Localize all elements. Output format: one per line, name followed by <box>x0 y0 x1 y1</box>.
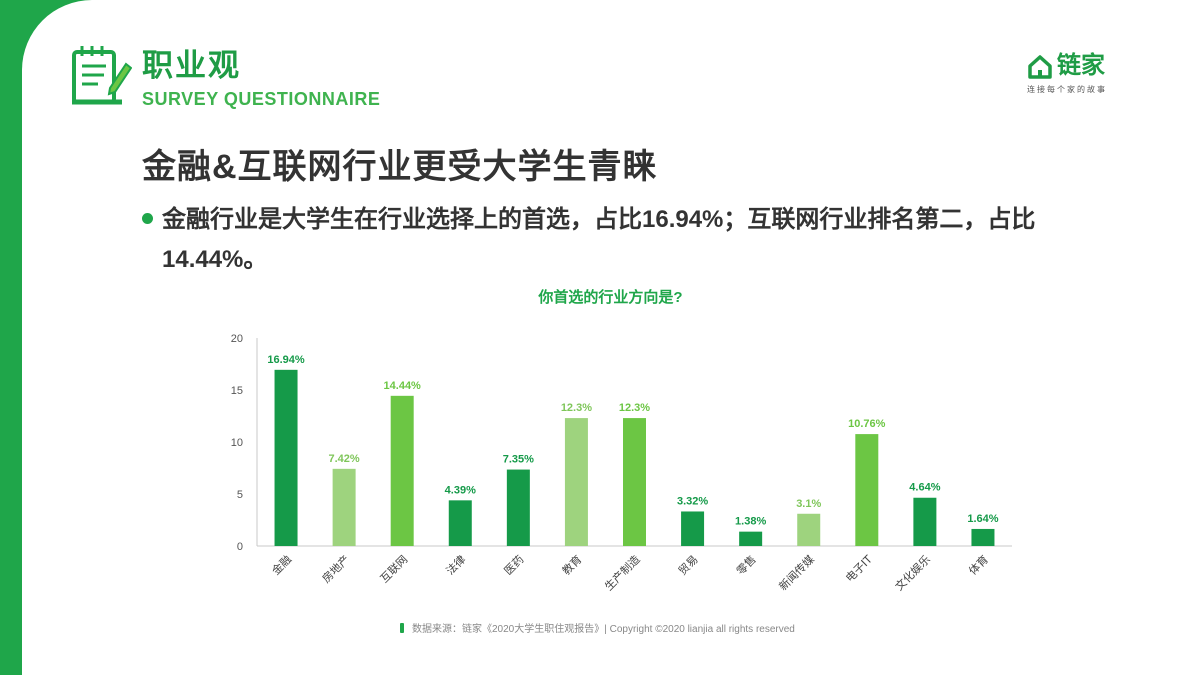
x-tick-label: 法律 <box>443 552 468 577</box>
y-tick-label: 5 <box>237 489 243 501</box>
x-tick-label: 零售 <box>733 552 758 577</box>
bar <box>797 513 821 546</box>
bar <box>913 497 937 546</box>
data-label: 1.38% <box>735 516 766 528</box>
bar <box>623 418 646 546</box>
x-tick-label: 房地产 <box>319 552 352 585</box>
bar <box>739 531 763 546</box>
x-tick-label: 金融 <box>269 552 294 577</box>
bar <box>681 511 705 546</box>
y-tick-label: 20 <box>231 333 243 345</box>
y-tick-label: 0 <box>237 541 243 553</box>
data-label: 4.64% <box>909 482 940 494</box>
page-title: 金融&互联网行业更受大学生青睐 <box>142 148 658 186</box>
x-tick-label: 文化娱乐 <box>892 552 933 593</box>
bar <box>390 395 414 546</box>
bar-chart: 0 5 10 15 20 16.94% 金融 7.42% 房地产 14.44% 互联网 4.39% 法律… <box>231 333 1012 593</box>
bar <box>564 418 588 546</box>
data-label: 7.42% <box>329 453 360 465</box>
data-label: 3.1% <box>796 498 821 510</box>
x-tick-label: 体育 <box>966 552 991 577</box>
data-label: 1.64% <box>967 513 998 525</box>
footer-bar <box>400 622 404 633</box>
footer: 数据来源：链家《2020大学生职住观报告》| Copyright ©2020 l… <box>400 620 795 635</box>
bar <box>448 500 472 546</box>
section-subtitle: SURVEY QUESTIONNAIRE <box>142 89 381 109</box>
lianjia-logo: 链家 连接每个家的故事 <box>1027 50 1137 96</box>
bullet-dot <box>142 213 153 224</box>
data-label: 12.3% <box>619 402 650 414</box>
data-label: 10.76% <box>848 418 886 430</box>
x-tick-label: 电子IT <box>843 553 875 585</box>
bar <box>855 434 879 546</box>
x-tick-label: 医药 <box>502 553 527 578</box>
bar <box>506 469 530 546</box>
data-label: 3.32% <box>677 495 708 507</box>
x-tick-label: 新闻传媒 <box>776 552 817 593</box>
bar <box>274 369 298 546</box>
house-outline-icon <box>1028 55 1052 79</box>
x-tick-label: 生产制造 <box>602 552 643 593</box>
x-tick-label: 贸易 <box>676 553 701 578</box>
bullet-text: 金融行业是大学生在行业选择上的首选，占比16.94%；互联网行业排名第二，占比1… <box>162 206 1036 273</box>
bar <box>332 468 356 546</box>
survey-notepad-pencil-icon <box>72 46 132 105</box>
y-tick-label: 15 <box>231 385 243 397</box>
section-title: 职业观 <box>142 48 241 83</box>
x-tick-label: 教育 <box>559 552 584 577</box>
x-tick-label: 互联网 <box>378 553 411 586</box>
data-label: 12.3% <box>561 402 592 414</box>
data-label: 4.39% <box>445 484 476 496</box>
data-label: 14.44% <box>384 380 422 392</box>
bar <box>971 528 995 546</box>
y-tick-label: 10 <box>231 437 243 449</box>
footer-text: 数据来源：链家《2020大学生职住观报告》| Copyright ©2020 l… <box>412 624 795 635</box>
slide: 职业观 SURVEY QUESTIONNAIRE 链家 连接每个家的故事 金融&… <box>22 0 1199 675</box>
data-label: 7.35% <box>503 454 534 466</box>
logo-slogan: 连接每个家的故事 <box>1027 85 1107 94</box>
logo-name: 链家 <box>1057 52 1105 79</box>
data-label: 16.94% <box>267 354 305 366</box>
chart-title: 你首选的行业方向是? <box>538 289 683 306</box>
